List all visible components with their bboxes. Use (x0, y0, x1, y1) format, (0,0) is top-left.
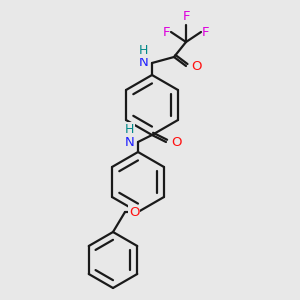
Text: O: O (171, 136, 181, 149)
Text: N: N (124, 136, 134, 148)
Text: F: F (182, 10, 190, 23)
Text: N: N (138, 56, 148, 70)
Text: H: H (124, 123, 134, 136)
Text: F: F (163, 26, 170, 38)
Text: O: O (129, 206, 140, 218)
Text: H: H (139, 44, 148, 57)
Text: O: O (191, 61, 202, 74)
Text: F: F (202, 26, 209, 38)
